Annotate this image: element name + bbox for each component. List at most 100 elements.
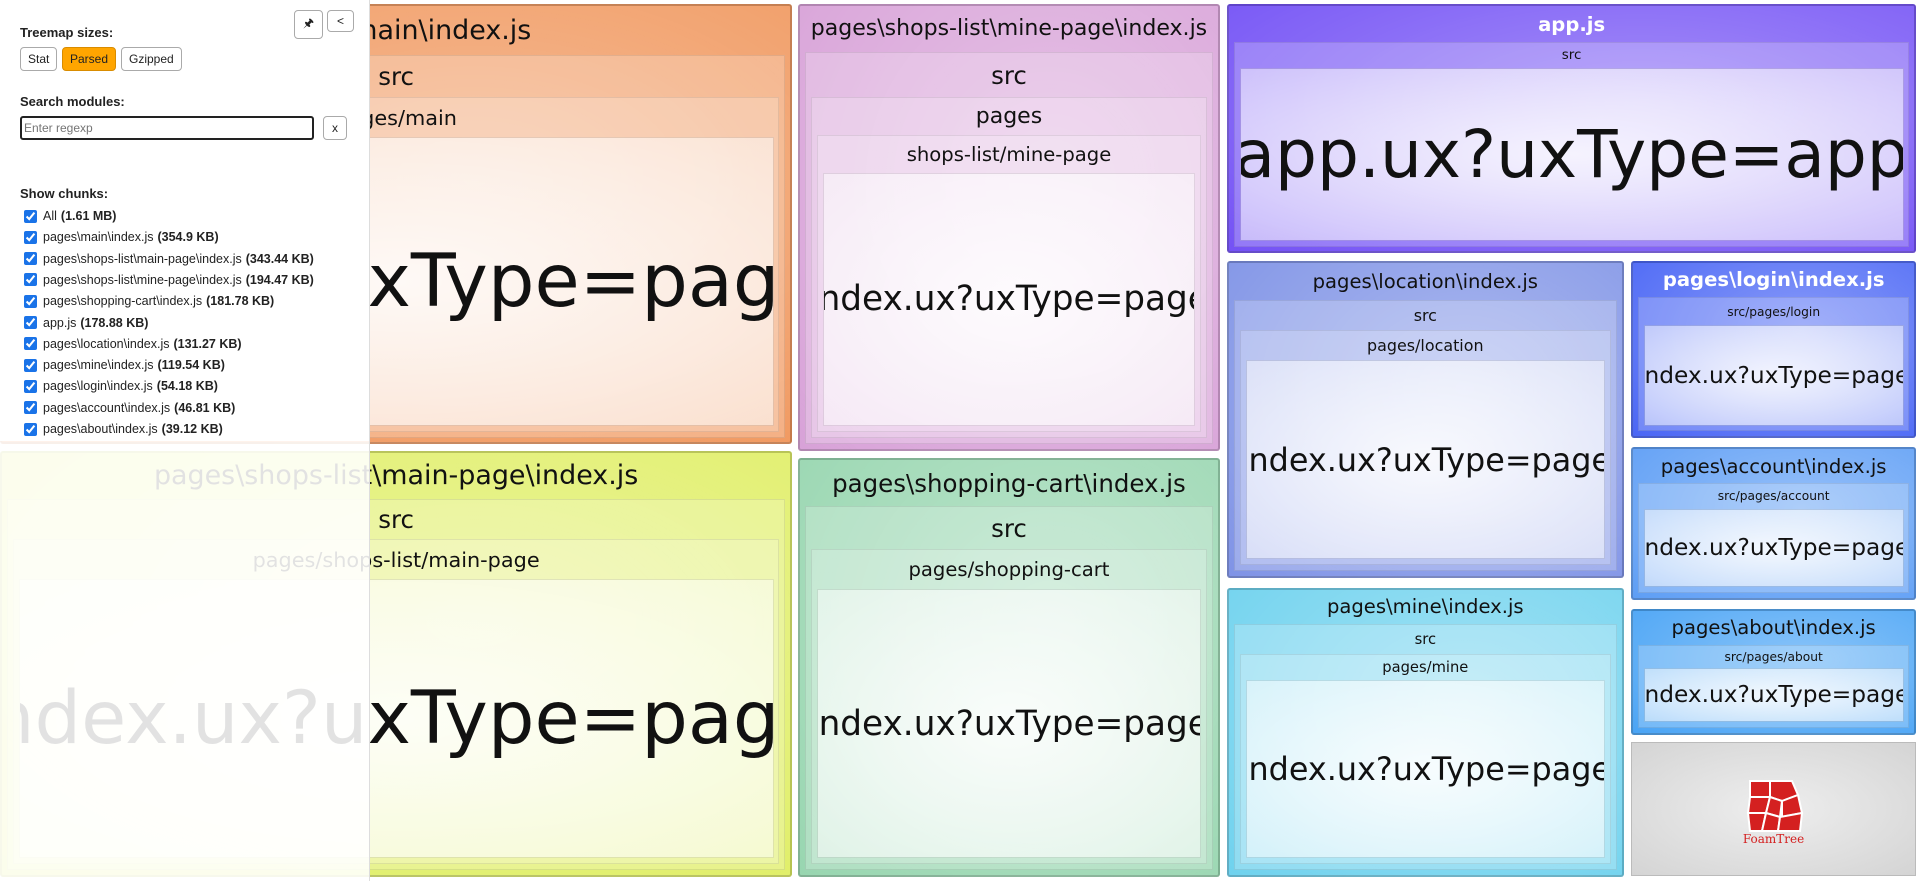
group-label: shops-list/mine-page	[906, 142, 1112, 166]
group-label: src/pages/login	[1727, 304, 1821, 319]
treemap-cell: pages\mine\index.js src pages/mine index.ux…	[1226, 587, 1624, 877]
chunk-size: (54.18 KB)	[156, 379, 218, 394]
group-label: app.js	[1538, 12, 1606, 36]
chunk-name: pages\login\index.js	[43, 379, 153, 394]
group-box: src pages shops-list/mine-page index.ux?uxT…	[805, 52, 1213, 444]
search-label: Search modules:	[20, 94, 125, 109]
group-label: src/pages/about	[1724, 649, 1823, 664]
chunk-size: (119.54 KB)	[157, 358, 225, 373]
chunk-name: pages\account\index.js	[43, 400, 171, 415]
chunk-checkbox[interactable]	[24, 401, 37, 415]
chunk-checkbox[interactable]	[24, 252, 37, 266]
group-label: pages/mine	[1382, 659, 1469, 677]
chunk-row: pages\login\index.js (54.18 KB)	[24, 379, 218, 393]
module-label: app.ux?uxType=app	[1240, 68, 1903, 240]
group-label: pages\mine\index.js	[1326, 595, 1524, 619]
group-box: src app.ux?uxType=app	[1233, 42, 1910, 247]
group-label: pages\account\index.js	[1660, 454, 1887, 478]
group-label: pages\login\index.js	[1662, 268, 1885, 292]
chunk-row: pages\main\index.js (354.9 KB)	[24, 230, 219, 244]
pin-button[interactable]: 🖈	[294, 10, 324, 39]
group-label: src	[991, 513, 1027, 543]
treemap-cell: pages\shopping-cart\index.js src pages/sho…	[798, 457, 1220, 877]
module-label: index.ux?uxType=page	[1644, 668, 1903, 721]
chunk-size: (194.47 KB)	[245, 272, 314, 287]
group-box: shops-list/mine-page index.ux?uxType=page	[817, 135, 1201, 432]
treemap-cell: pages\location\index.js src pages/location…	[1226, 260, 1624, 578]
chunk-row: pages\location\index.js (131.27 KB)	[24, 337, 242, 351]
group-label: pages	[975, 104, 1043, 130]
chunk-checkbox[interactable]	[24, 273, 37, 287]
size-button[interactable]: Gzipped	[121, 47, 182, 71]
module-label: index.ux?uxType=page	[1644, 326, 1903, 425]
chunk-size: (46.81 KB)	[174, 400, 236, 415]
group-label: src	[378, 505, 414, 535]
chunk-size: (1.61 MB)	[60, 209, 117, 223]
group-label: src	[1414, 631, 1437, 649]
size-button[interactable]: Stat	[20, 47, 58, 71]
collapse-button[interactable]: <	[327, 10, 355, 32]
chunk-checkbox[interactable]	[24, 422, 37, 436]
chunk-size: (343.44 KB)	[245, 251, 314, 266]
chunk-size: (178.88 KB)	[80, 315, 149, 330]
group-box: src pages/location index.ux?uxType=page	[1233, 299, 1617, 572]
group-label: pages\location\index.js	[1312, 269, 1538, 293]
chunk-name: pages\shops-list\main-page\index.js	[43, 251, 242, 266]
chunk-row: pages\shops-list\mine-page\index.js (194.…	[24, 273, 314, 287]
treemap-cell: pages\about\index.js src/pages/about index…	[1631, 608, 1917, 735]
group-box: pages/mine index.ux?uxType=page	[1239, 654, 1611, 864]
chunk-checkbox[interactable]	[24, 316, 37, 329]
chunk-name: pages\about\index.js	[43, 422, 158, 436]
chunk-row: pages\mine\index.js (119.54 KB)	[24, 358, 225, 372]
chunk-checkbox[interactable]	[24, 209, 37, 223]
group-box: index.ux?uxType=page	[1245, 679, 1605, 859]
chunk-name: pages\main\index.js	[43, 230, 154, 245]
group-label: src	[1413, 305, 1437, 325]
chunk-name: app.js	[43, 315, 77, 330]
group-box: pages/shopping-cart index.ux?uxType=page	[811, 549, 1207, 864]
group-box: src/pages/login index.ux?uxType=page	[1637, 297, 1910, 432]
treemap-cell: pages\shops-list\mine-page\index.js src pa…	[798, 3, 1220, 451]
group-label: src	[378, 61, 414, 91]
chunk-name: pages\mine\index.js	[43, 358, 154, 373]
search-input[interactable]	[20, 116, 314, 140]
clear-button[interactable]: x	[323, 116, 347, 140]
sidebar: 🖈 < Treemap sizes: Search modules: x Sho…	[0, 0, 370, 881]
sizes-label: Treemap sizes:	[20, 25, 114, 40]
group-box: src pages/shopping-cart index.ux?uxType=pa…	[805, 506, 1213, 870]
group-box: index.ux?uxType=page	[822, 172, 1196, 427]
group-box: pages shops-list/mine-page index.ux?uxType…	[811, 97, 1207, 438]
chunk-row: pages\shops-list\main-page\index.js (343.…	[24, 252, 314, 266]
logo-icon	[1746, 780, 1804, 832]
group-box: index.ux?uxType=page	[1643, 325, 1904, 426]
chunk-checkbox[interactable]	[24, 337, 37, 351]
chunk-row: pages\shopping-cart\index.js (181.78 KB)	[24, 294, 274, 308]
group-box: src/pages/account index.ux?uxType=page	[1637, 483, 1910, 594]
group-label: src/pages/account	[1717, 489, 1830, 504]
chunk-row: app.js (178.88 KB)	[24, 316, 148, 330]
chunk-name: pages\shopping-cart\index.js	[43, 294, 203, 309]
group-label: pages/location	[1367, 336, 1484, 356]
group-box: app.ux?uxType=app	[1239, 67, 1904, 241]
foamtree-logo: FoamTree	[1631, 742, 1916, 876]
group-label: pages\about\index.js	[1671, 616, 1876, 640]
group-label: pages/shopping-cart	[908, 558, 1110, 582]
chunk-checkbox[interactable]	[24, 230, 37, 244]
group-box: index.ux?uxType=page	[1245, 360, 1605, 560]
logo-text: FoamTree	[1742, 832, 1805, 846]
group-box: index.ux?uxType=page	[1643, 508, 1904, 588]
chunk-checkbox[interactable]	[24, 294, 37, 308]
chunk-name: pages\shops-list\mine-page\index.js	[43, 272, 242, 287]
sidebar-top	[0, 0, 369, 441]
chunk-checkbox[interactable]	[24, 379, 37, 393]
chunk-checkbox[interactable]	[24, 358, 37, 372]
module-label: index.ux?uxType=page	[1246, 361, 1604, 559]
group-box: src pages/mine index.ux?uxType=page	[1233, 624, 1617, 870]
module-label: index.ux?uxType=page	[818, 590, 1200, 858]
chunk-size: (181.78 KB)	[206, 294, 275, 309]
group-box: index.ux?uxType=page	[1643, 667, 1904, 722]
chunk-row: All (1.61 MB)	[24, 209, 116, 223]
size-button[interactable]: Parsed	[62, 47, 117, 71]
chunk-name: pages\location\index.js	[43, 336, 170, 351]
treemap-cell: pages\account\index.js src/pages/account i…	[1631, 446, 1917, 600]
